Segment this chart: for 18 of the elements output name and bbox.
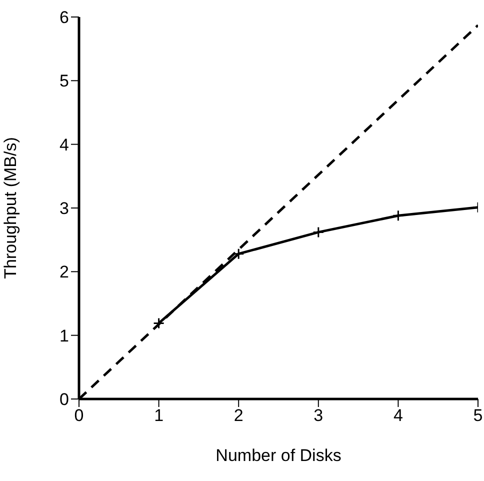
x-tick-label: 0: [74, 406, 84, 426]
y-tick-label: 5: [60, 72, 69, 91]
point: [312, 226, 324, 238]
y-tick-label: 4: [60, 135, 69, 154]
x-tick-label: 5: [473, 406, 483, 426]
y-axis-title: Throughput (MB/s): [1, 137, 20, 279]
point: [153, 317, 165, 329]
point: [392, 210, 404, 222]
y-tick-label: 1: [60, 326, 69, 346]
y-tick-label: 0: [60, 390, 69, 410]
x-tick-label: 3: [314, 406, 324, 426]
y-tick-label: 3: [60, 199, 69, 218]
y-tick-label: 2: [60, 262, 69, 282]
y-tick-label: 6: [60, 8, 69, 28]
x-axis-title: Number of Disks: [216, 446, 342, 465]
x-tick-label: 4: [393, 406, 403, 426]
x-tick-label: 1: [154, 406, 164, 426]
x-tick-label: 2: [234, 406, 244, 426]
